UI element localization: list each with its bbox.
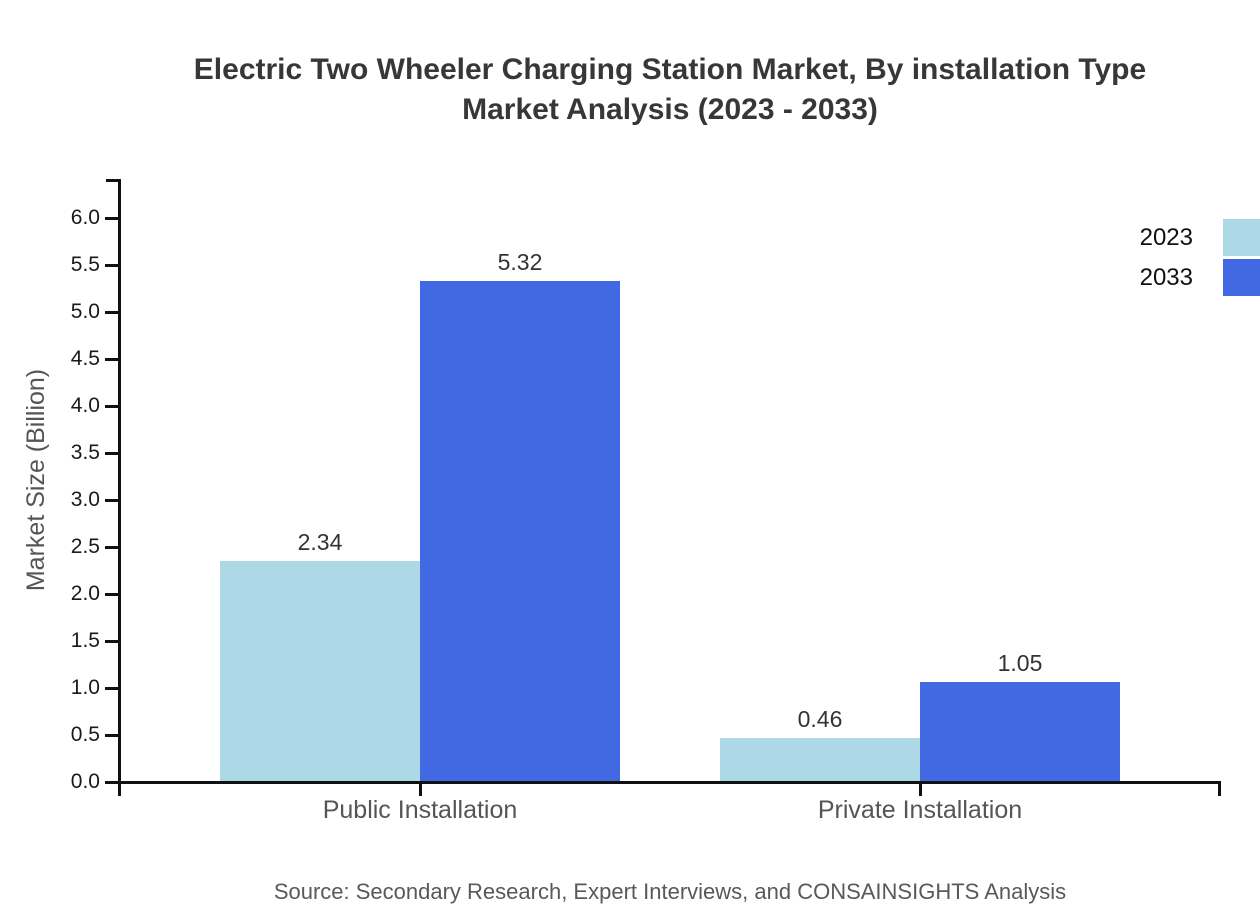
bar-value-2033-public-installation: 5.32 (497, 249, 543, 275)
y-tick-label: 6.0 (70, 206, 100, 229)
chart-title-line2: Market Analysis (2023 - 2033) (462, 93, 878, 126)
y-tick-label: 2.5 (70, 535, 100, 558)
bar-2033-private-installation (920, 682, 1120, 781)
x-category-label-private-installation: Private Installation (817, 796, 1023, 824)
chart-title: Electric Two Wheeler Charging Station Ma… (80, 50, 1260, 130)
y-tick-mark (105, 734, 118, 737)
y-tick-label: 1.0 (70, 676, 100, 699)
x-axis-line (118, 781, 1221, 784)
legend-label-2023: 2023 (1139, 224, 1193, 251)
bar-2033-public-installation (420, 281, 620, 781)
bar-2023-public-installation (220, 561, 420, 781)
y-tick-mark (105, 452, 118, 455)
chart-title-line1: Electric Two Wheeler Charging Station Ma… (193, 53, 1147, 86)
x-tick-mark-public-installation (419, 781, 422, 796)
y-tick-mark (105, 687, 118, 690)
y-tick-mark (105, 593, 118, 596)
y-tick-mark (105, 311, 118, 314)
y-tick-mark (105, 405, 118, 408)
bar-value-2023-public-installation: 2.34 (297, 529, 343, 555)
bar-value-2023-private-installation: 0.46 (797, 706, 843, 732)
bar-2023-private-installation (720, 738, 920, 781)
y-tick-mark (105, 499, 118, 502)
y-tick-mark (105, 217, 118, 220)
y-tick-label: 5.5 (70, 253, 100, 276)
y-tick-mark (105, 640, 118, 643)
source-note: Source: Secondary Research, Expert Inter… (273, 879, 1067, 904)
x-axis-end-cap (1218, 781, 1221, 796)
bar-value-2033-private-installation: 1.05 (997, 650, 1043, 676)
y-tick-label: 4.5 (70, 347, 100, 370)
y-tick-label: 0.5 (70, 723, 100, 746)
legend-item-2023: 2023 (1140, 219, 1260, 256)
legend-item-2033: 2033 (1140, 259, 1260, 296)
y-tick-label: 3.0 (70, 488, 100, 511)
y-tick-label: 4.0 (70, 394, 100, 417)
x-tick-mark-private-installation (919, 781, 922, 796)
y-tick-label: 1.5 (70, 629, 100, 652)
legend-swatch-2033 (1223, 259, 1260, 296)
y-tick-mark (105, 264, 118, 267)
y-tick-mark (105, 781, 118, 784)
y-tick-label: 0.0 (70, 770, 100, 793)
legend-swatch-2023 (1223, 219, 1260, 256)
y-tick-mark (105, 546, 118, 549)
y-tick-mark (105, 358, 118, 361)
y-tick-label: 2.0 (70, 582, 100, 605)
y-axis-top-cap (106, 179, 121, 182)
y-axis-line (118, 179, 121, 796)
y-tick-label: 5.0 (70, 300, 100, 323)
legend: 2023 2033 (1140, 219, 1260, 299)
y-tick-label: 3.5 (70, 441, 100, 464)
x-category-label-public-installation: Public Installation (322, 796, 518, 824)
legend-label-2033: 2033 (1139, 264, 1193, 291)
